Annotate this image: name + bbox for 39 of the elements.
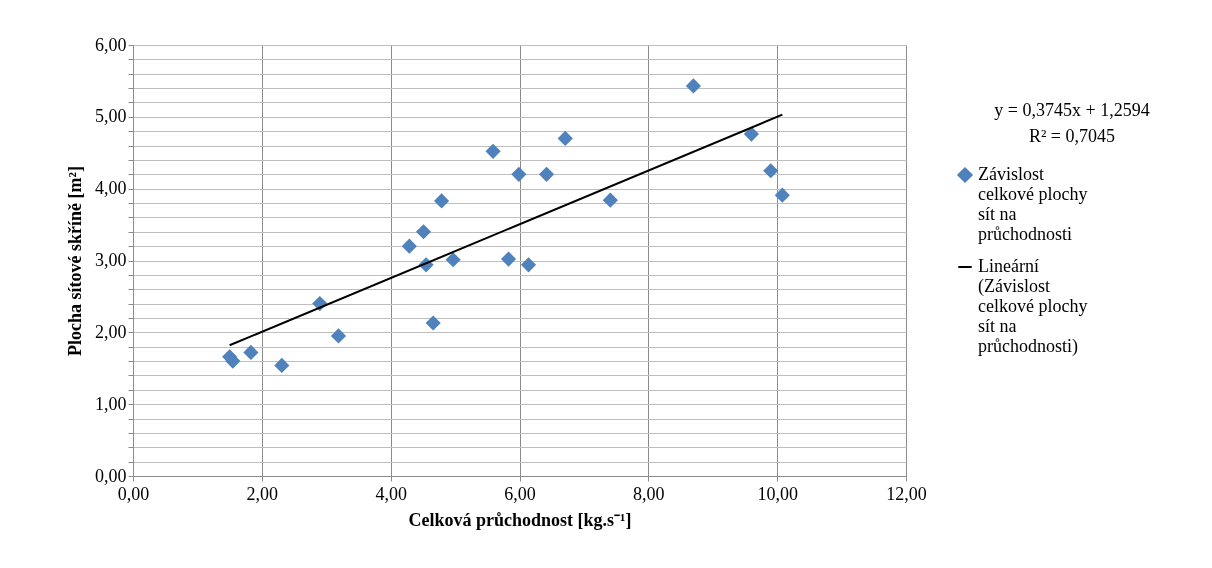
y-tick-label: 3,00 <box>95 250 127 270</box>
point <box>401 238 417 254</box>
legend-label: Závislost celkové plochy sít na průchodnosti <box>978 164 1088 244</box>
y-tick-label: 1,00 <box>95 393 127 414</box>
x-tick-label: 0,00 <box>117 483 150 504</box>
point <box>330 328 347 344</box>
x-tick-label: 6,00 <box>504 483 536 504</box>
point <box>445 252 461 268</box>
y-tick-label: 5,00 <box>95 106 127 127</box>
x-tick-label: 12,00 <box>886 483 927 504</box>
x-tick-label: 10,00 <box>757 483 798 504</box>
x-tick-label: 4,00 <box>375 483 407 504</box>
point <box>763 163 779 179</box>
y-tick-label: 4,00 <box>95 178 127 199</box>
point <box>243 344 259 361</box>
point <box>743 126 759 142</box>
point <box>774 187 790 203</box>
text: R² = 0,7045 <box>1028 126 1116 146</box>
x-axis-title: Celková průchodnost [kg.s⁻¹] <box>408 509 632 530</box>
x-tick-label: 2,00 <box>246 483 279 504</box>
y-axis-title: Plocha sítové skříně [m²] <box>65 166 85 356</box>
x-tick-label: 8,00 <box>633 483 665 504</box>
point <box>425 315 441 331</box>
point <box>520 257 537 273</box>
point <box>274 357 290 373</box>
point <box>485 143 501 159</box>
point <box>500 251 517 267</box>
y-tick-label: 6,00 <box>95 34 127 55</box>
point <box>685 78 702 94</box>
point <box>511 166 527 182</box>
y-tick-label: 0,00 <box>95 465 127 486</box>
point <box>538 166 555 182</box>
legend-label: Lineární (Závislost celkové plochy sít na průchodnosti) <box>978 256 1088 357</box>
point <box>602 192 618 208</box>
point <box>415 224 432 240</box>
point <box>557 130 573 146</box>
point <box>433 193 450 209</box>
y-tick-label: 2,00 <box>95 321 127 342</box>
text: y = 0,3745x + 1,2594 <box>994 100 1150 120</box>
